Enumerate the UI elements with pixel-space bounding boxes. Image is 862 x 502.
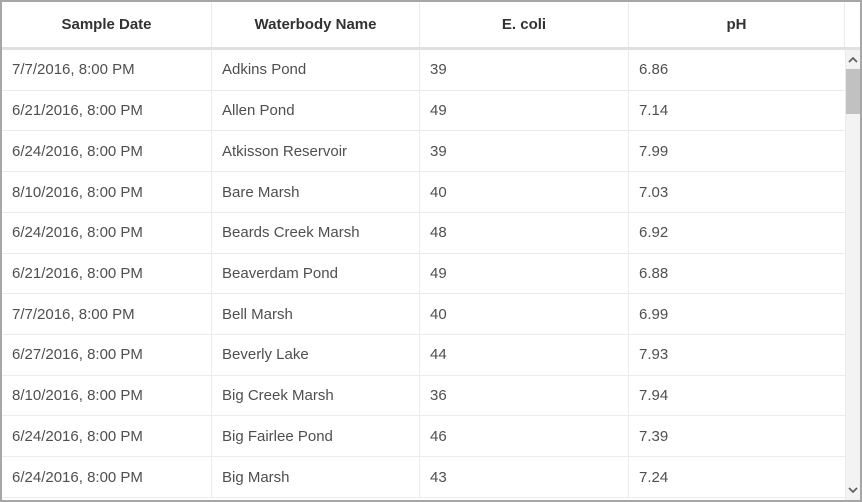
cell-ecoli: 46 — [420, 416, 629, 457]
cell-sample-date: 7/7/2016, 8:00 PM — [2, 294, 212, 335]
cell-ph: 7.93 — [639, 346, 669, 364]
column-header-ph[interactable]: pH — [629, 2, 845, 47]
cell-sample-date: 6/27/2016, 8:00 PM — [2, 335, 212, 375]
cell-ph: 7.14 — [639, 102, 669, 120]
cell-ecoli: 43 — [420, 457, 629, 497]
cell-sample-date: 6/21/2016, 8:00 PM — [2, 253, 212, 294]
cell-ph: 7.24 — [639, 468, 669, 486]
cell-waterbody-name: Beards Creek Marsh — [212, 212, 420, 253]
cell-waterbody-name: Atkisson Reservoir — [212, 131, 420, 172]
cell-sample-date: 6/24/2016, 8:00 PM — [2, 131, 212, 172]
table-rows: 7/7/2016, 8:00 PM Adkins Pond 39 6.86 6/21/2… — [2, 50, 845, 500]
cell-ph: 6.99 — [639, 305, 669, 323]
cell-sample-date: 7/7/2016, 8:00 PM — [2, 50, 212, 90]
cell-ecoli: 44 — [420, 335, 629, 375]
table-row[interactable]: 8/10/2016, 8:00 PM Bare Marsh 40 7.03 — [2, 172, 845, 213]
cell-ecoli: 48 — [420, 212, 629, 253]
column-header-waterbody-name[interactable]: Waterbody Name — [212, 2, 420, 47]
cell-ph: 6.92 — [639, 224, 669, 242]
cell-sample-date: 6/24/2016, 8:00 PM — [2, 416, 212, 457]
table-body: 7/7/2016, 8:00 PM Adkins Pond 39 6.86 6/21/2… — [2, 50, 860, 500]
vertical-scrollbar[interactable] — [845, 50, 860, 500]
scrollbar-thumb[interactable] — [846, 69, 860, 114]
table-row[interactable]: 6/21/2016, 8:00 PM Beaverdam Pond 49 6.88 — [2, 253, 845, 295]
cell-ph: 7.03 — [639, 183, 669, 201]
cell-sample-date: 6/24/2016, 8:00 PM — [2, 212, 212, 253]
table-row[interactable]: 6/27/2016, 8:00 PM Beverly Lake 44 7.93 — [2, 335, 845, 376]
table-header: Sample Date Waterbody Name E. coli pH — [2, 2, 860, 50]
cell-ecoli: 39 — [420, 131, 629, 172]
cell-ph: 6.86 — [639, 61, 669, 79]
scroll-up-icon[interactable] — [846, 52, 860, 68]
table-row[interactable]: 6/24/2016, 8:00 PM Big Marsh 43 7.24 — [2, 457, 845, 498]
table-row[interactable]: 6/24/2016, 8:00 PM Beards Creek Marsh 48 6.… — [2, 212, 845, 254]
cell-waterbody-name: Beverly Lake — [212, 335, 420, 375]
table-row[interactable]: 7/7/2016, 8:00 PM Bell Marsh 40 6.99 — [2, 294, 845, 336]
cell-waterbody-name: Beaverdam Pond — [212, 253, 420, 294]
cell-ecoli: 40 — [420, 294, 629, 335]
table-row[interactable]: 8/10/2016, 8:00 PM Big Creek Marsh 36 7.94 — [2, 375, 845, 417]
table-row[interactable]: 6/24/2016, 8:00 PM Big Fairlee Pond 46 7.39 — [2, 416, 845, 458]
cell-ecoli: 40 — [420, 172, 629, 212]
cell-waterbody-name: Big Fairlee Pond — [212, 416, 420, 457]
cell-ph: 7.94 — [639, 387, 669, 405]
table-row[interactable]: 6/24/2016, 8:00 PM Atkisson Reservoir 39 7.… — [2, 131, 845, 173]
cell-waterbody-name: Big Marsh — [212, 457, 420, 497]
column-header-ecoli[interactable]: E. coli — [420, 2, 629, 47]
cell-ph: 7.39 — [639, 427, 669, 445]
cell-sample-date: 8/10/2016, 8:00 PM — [2, 375, 212, 416]
cell-sample-date: 6/21/2016, 8:00 PM — [2, 90, 212, 131]
cell-waterbody-name: Bare Marsh — [212, 172, 420, 212]
cell-waterbody-name: Big Creek Marsh — [212, 375, 420, 416]
cell-sample-date: 8/10/2016, 8:00 PM — [2, 172, 212, 212]
cell-sample-date: 6/24/2016, 8:00 PM — [2, 457, 212, 497]
cell-waterbody-name: Adkins Pond — [212, 50, 420, 90]
cell-ph: 7.99 — [639, 142, 669, 160]
table-row[interactable]: 7/7/2016, 8:00 PM Adkins Pond 39 6.86 — [2, 50, 845, 91]
header-spacer — [845, 2, 859, 47]
cell-ecoli: 49 — [420, 253, 629, 294]
cell-waterbody-name: Bell Marsh — [212, 294, 420, 335]
cell-ecoli: 49 — [420, 90, 629, 131]
scroll-down-icon[interactable] — [846, 482, 860, 498]
cell-ecoli: 39 — [420, 50, 629, 90]
cell-ph: 6.88 — [639, 264, 669, 282]
cell-ecoli: 36 — [420, 375, 629, 416]
table-row[interactable]: 6/21/2016, 8:00 PM Allen Pond 49 7.14 — [2, 90, 845, 132]
cell-waterbody-name: Allen Pond — [212, 90, 420, 131]
column-header-sample-date[interactable]: Sample Date — [2, 2, 212, 47]
